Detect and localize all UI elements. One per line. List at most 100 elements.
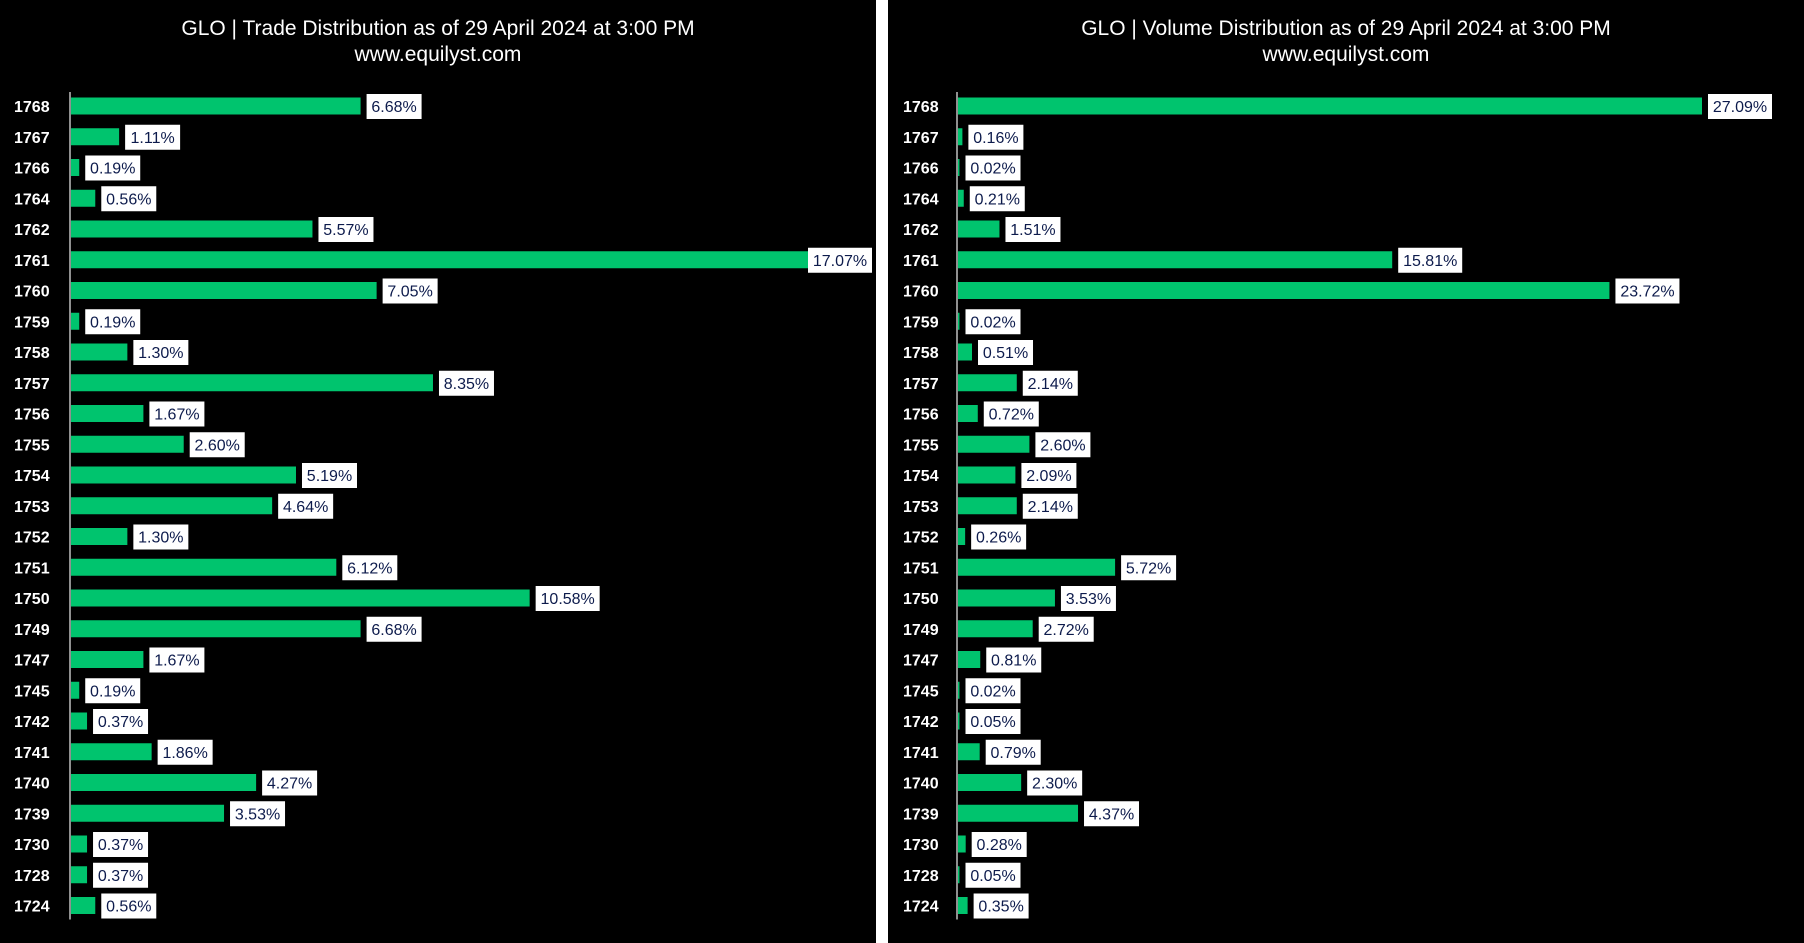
data-label: 1.30% [138,345,183,362]
bar [958,251,1393,269]
data-label: 5.19% [307,468,352,485]
category-tick-label: 1756 [14,407,50,424]
data-label: 0.19% [90,683,135,700]
bar [958,774,1022,791]
data-label: 0.35% [978,899,1023,916]
data-label-box [985,739,1041,765]
data-label: 0.72% [989,407,1034,424]
data-label: 0.81% [991,653,1036,670]
data-label-box [85,309,141,335]
data-label: 8.35% [444,376,489,393]
data-label-box [1022,370,1078,396]
data-label-box [969,186,1025,212]
data-label-box [1035,432,1091,458]
data-label-box [189,432,245,458]
category-tick-label: 1764 [14,191,50,208]
category-tick-label: 1724 [903,899,939,916]
data-label: 17.07% [813,253,867,270]
category-tick-label: 1764 [903,191,939,208]
category-tick-label: 1754 [903,468,939,485]
bar [71,651,144,668]
data-label-box [133,340,189,365]
data-label-box [125,124,181,150]
category-tick-label: 1728 [14,868,50,885]
data-label: 2.60% [195,437,240,454]
trade-distribution-chart: 1768 6.68% 1767 1.11% 1766 0.19% 1764 0.56% 1762… [14,92,872,920]
bar [71,866,88,884]
data-label: 4.27% [267,776,312,793]
bar [71,712,88,730]
data-label: 2.60% [1040,437,1085,454]
bar [71,466,296,484]
trade-distribution-panel: GLO | Trade Distribution as of 29 April … [0,0,876,943]
category-tick-label: 1741 [14,745,50,762]
bar [958,189,964,207]
data-label: 6.68% [371,99,416,116]
data-label-box [342,555,398,581]
data-label: 0.26% [976,530,1021,547]
data-label-box [1060,586,1116,611]
bar [71,405,144,422]
data-label-box [978,340,1034,365]
bar [958,835,966,853]
category-tick-label: 1742 [903,714,939,731]
data-label: 2.14% [1028,376,1073,393]
category-tick-label: 1761 [14,253,50,270]
category-tick-label: 1759 [14,314,50,331]
data-label-box [149,401,205,427]
category-tick-label: 1755 [903,437,939,454]
bar [958,343,973,361]
data-label-box [965,709,1021,734]
chart-subtitle: www.equilyst.com [354,43,522,66]
bar [71,159,80,176]
data-label-box [1398,247,1463,273]
category-tick-label: 1747 [903,653,939,670]
data-label-box [965,678,1021,704]
category-tick-label: 1745 [903,683,939,700]
data-label: 15.81% [1403,253,1457,270]
data-label-box [366,94,422,119]
bar [71,97,361,115]
data-label-box [85,155,141,181]
category-tick-label: 1752 [14,530,50,547]
data-label-box [535,586,600,611]
data-label: 1.86% [162,745,207,762]
data-label: 5.72% [1126,560,1171,577]
data-label-box [1022,493,1078,519]
category-tick-label: 1760 [903,284,939,301]
data-label: 1.51% [1010,222,1055,239]
bar [958,374,1017,392]
bar [71,374,433,392]
category-tick-label: 1754 [14,468,50,485]
bar [71,835,88,853]
category-tick-label: 1739 [14,806,50,823]
data-label-box [301,463,357,488]
data-label-box [1027,770,1083,796]
category-tick-label: 1740 [903,776,939,793]
bar [958,866,960,884]
bar [958,220,1000,238]
data-label: 4.37% [1089,806,1134,823]
data-label-box [1084,801,1140,827]
data-label: 0.05% [970,868,1015,885]
data-label: 0.37% [98,837,143,854]
data-label-box [230,801,286,827]
data-label: 0.37% [98,868,143,885]
data-label: 0.02% [970,683,1015,700]
volume-distribution-chart: 1768 27.09% 1767 0.16% 1766 0.02% 1764 0.21% 176… [903,92,1772,920]
bar [71,220,313,238]
category-tick-label: 1730 [903,837,939,854]
category-tick-label: 1750 [903,591,939,608]
category-tick-label: 1759 [903,314,939,331]
data-label-box [1121,555,1177,581]
category-tick-label: 1730 [14,837,50,854]
data-label-box [983,401,1039,427]
data-label-box [93,709,149,734]
data-label: 3.53% [235,806,280,823]
category-tick-label: 1739 [903,806,939,823]
data-label-box [1708,94,1772,119]
bar [958,435,1030,453]
data-label: 6.68% [371,622,416,639]
data-label-box [1005,217,1061,242]
data-label: 5.57% [323,222,368,239]
